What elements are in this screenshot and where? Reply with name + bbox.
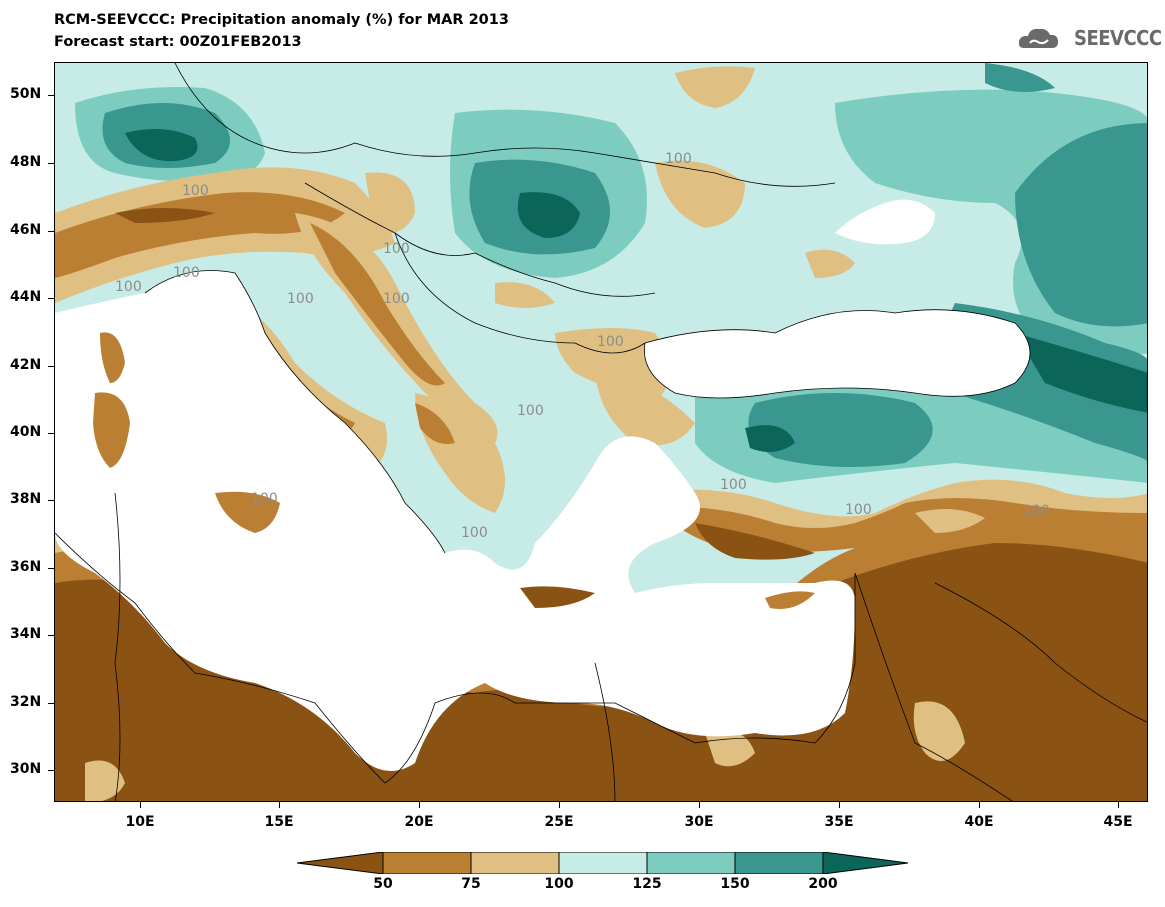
lat-tick <box>48 770 54 771</box>
contour-label: 100 <box>383 291 410 307</box>
contour-label: 100 <box>461 525 488 541</box>
colorbar-segment <box>646 852 736 874</box>
positive-anomaly-regions <box>75 63 1147 801</box>
lon-label: 30E <box>684 814 714 830</box>
lat-label: 30N <box>10 761 42 777</box>
lon-tick <box>839 802 840 808</box>
colorbar-tick-label: 50 <box>373 876 393 892</box>
lat-tick <box>48 95 54 96</box>
lat-label: 32N <box>10 694 42 710</box>
lat-label: 36N <box>10 559 42 575</box>
contour-label: 100 <box>182 183 209 199</box>
lat-tick <box>48 703 54 704</box>
lat-tick <box>48 366 54 367</box>
lat-label: 48N <box>10 154 42 170</box>
colorbar-segment <box>734 852 824 874</box>
lat-tick <box>48 635 54 636</box>
contour-label: 100 <box>115 279 142 295</box>
contour-labels: 100 100 100 100 100 100 100 100 100 100 … <box>115 151 1050 541</box>
lon-label: 20E <box>404 814 434 830</box>
colorbar-segment <box>297 852 384 874</box>
contour-label: 100 <box>517 403 544 419</box>
lat-label: 46N <box>10 222 42 238</box>
colorbar-segment <box>470 852 560 874</box>
contour-label: 100 <box>383 241 410 257</box>
map-title: RCM-SEEVCCC: Precipitation anomaly (%) f… <box>54 12 509 28</box>
lon-label: 25E <box>544 814 574 830</box>
contour-label: 100 <box>173 265 200 281</box>
colorbar-segment <box>382 852 472 874</box>
lon-tick <box>419 802 420 808</box>
lat-tick <box>48 231 54 232</box>
forecast-start-label: Forecast start: 00Z01FEB2013 <box>54 34 302 50</box>
lat-tick <box>48 163 54 164</box>
seevccc-logo <box>1018 28 1058 48</box>
contour-label: 100 <box>597 334 624 350</box>
colorbar <box>297 852 909 874</box>
colorbar-tick-label: 200 <box>808 876 838 892</box>
anomaly-map: 100 100 100 100 100 100 100 100 100 100 … <box>55 63 1147 801</box>
sea-areas <box>55 199 1030 771</box>
colorbar-tick-label: 150 <box>720 876 750 892</box>
lat-label: 40N <box>10 424 42 440</box>
colorbar-segment <box>822 852 909 874</box>
contour-label: 100 <box>720 477 747 493</box>
map-panel[interactable]: 100 100 100 100 100 100 100 100 100 100 … <box>54 62 1148 802</box>
contour-label: 100 <box>287 291 314 307</box>
lon-label: 40E <box>964 814 994 830</box>
colorbar-tick-label: 75 <box>461 876 481 892</box>
cloud-icon <box>1018 28 1058 48</box>
lat-label: 42N <box>10 357 42 373</box>
lon-tick <box>1118 802 1119 808</box>
colorbar-segment <box>558 852 648 874</box>
lat-label: 44N <box>10 289 42 305</box>
logo-text: SEEVCCC <box>1074 26 1162 50</box>
contour-label: 100 <box>1023 503 1050 519</box>
contour-label: 100 <box>251 491 278 507</box>
lon-tick <box>559 802 560 808</box>
lat-label: 50N <box>10 86 42 102</box>
lon-label: 45E <box>1103 814 1133 830</box>
lon-tick <box>979 802 980 808</box>
lat-tick <box>48 433 54 434</box>
contour-label: 100 <box>665 151 692 167</box>
lon-tick <box>140 802 141 808</box>
colorbar-tick-label: 100 <box>544 876 574 892</box>
lon-tick <box>279 802 280 808</box>
lat-label: 34N <box>10 626 42 642</box>
lat-label: 38N <box>10 491 42 507</box>
lon-label: 35E <box>824 814 854 830</box>
lat-tick <box>48 568 54 569</box>
coastlines-borders <box>55 63 1147 801</box>
islands <box>93 332 815 609</box>
lon-label: 15E <box>264 814 294 830</box>
colorbar-tick-label: 125 <box>632 876 662 892</box>
lat-tick <box>48 298 54 299</box>
lon-label: 10E <box>125 814 155 830</box>
lon-tick <box>699 802 700 808</box>
lat-tick <box>48 500 54 501</box>
contour-label: 100 <box>845 502 872 518</box>
